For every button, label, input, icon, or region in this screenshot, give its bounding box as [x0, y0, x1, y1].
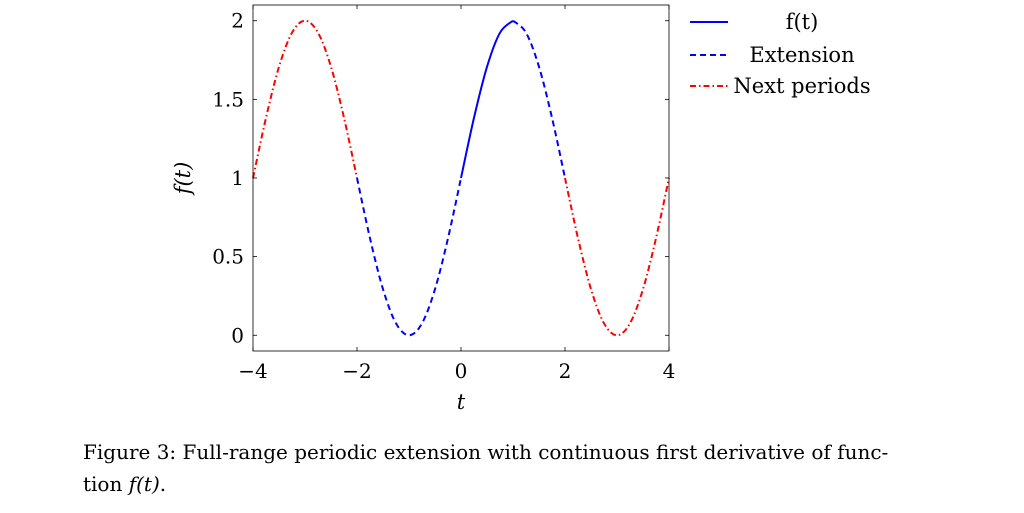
series-line-extension-1 [512, 19, 566, 179]
legend-entry: Extension [690, 43, 855, 67]
ticks: −4 −2 0 2 4 0 0.5 1 1.5 2 [212, 5, 675, 383]
y-tick-label: 1 [231, 166, 244, 190]
x-tick-label: −4 [238, 359, 267, 383]
legend-entry: f(t) [690, 10, 818, 34]
legend-label: Extension [749, 43, 854, 67]
x-axis-label: t [457, 390, 466, 414]
y-tick-label: 0.5 [212, 245, 244, 269]
y-tick-label: 0 [231, 323, 244, 347]
x-tick-label: −2 [342, 359, 371, 383]
plot-lines [252, 19, 670, 337]
legend-label: f(t) [786, 10, 819, 34]
y-tick-label: 1.5 [212, 87, 244, 111]
series-line-f-t--0 [460, 19, 514, 179]
y-tick-label: 2 [231, 9, 244, 33]
figure-caption-line2: tion f(t). [83, 472, 166, 496]
x-tick-label: 2 [559, 359, 572, 383]
caption-text: tion [83, 472, 129, 496]
legend-entry: Next periods [690, 74, 871, 98]
series-line-next-periods-0 [252, 19, 358, 179]
caption-math: f(t) [127, 472, 160, 496]
y-axis-label: f(t) [171, 162, 195, 197]
legend: f(t) Extension Next periods [690, 10, 871, 98]
series-line-next-periods-1 [564, 177, 670, 337]
caption-period: . [160, 472, 166, 496]
figure-caption: Figure 3: Full-range periodic extension … [83, 440, 888, 464]
series-line-extension-0 [356, 177, 462, 337]
legend-label: Next periods [733, 74, 870, 98]
x-tick-label: 4 [663, 359, 676, 383]
x-tick-label: 0 [455, 359, 468, 383]
